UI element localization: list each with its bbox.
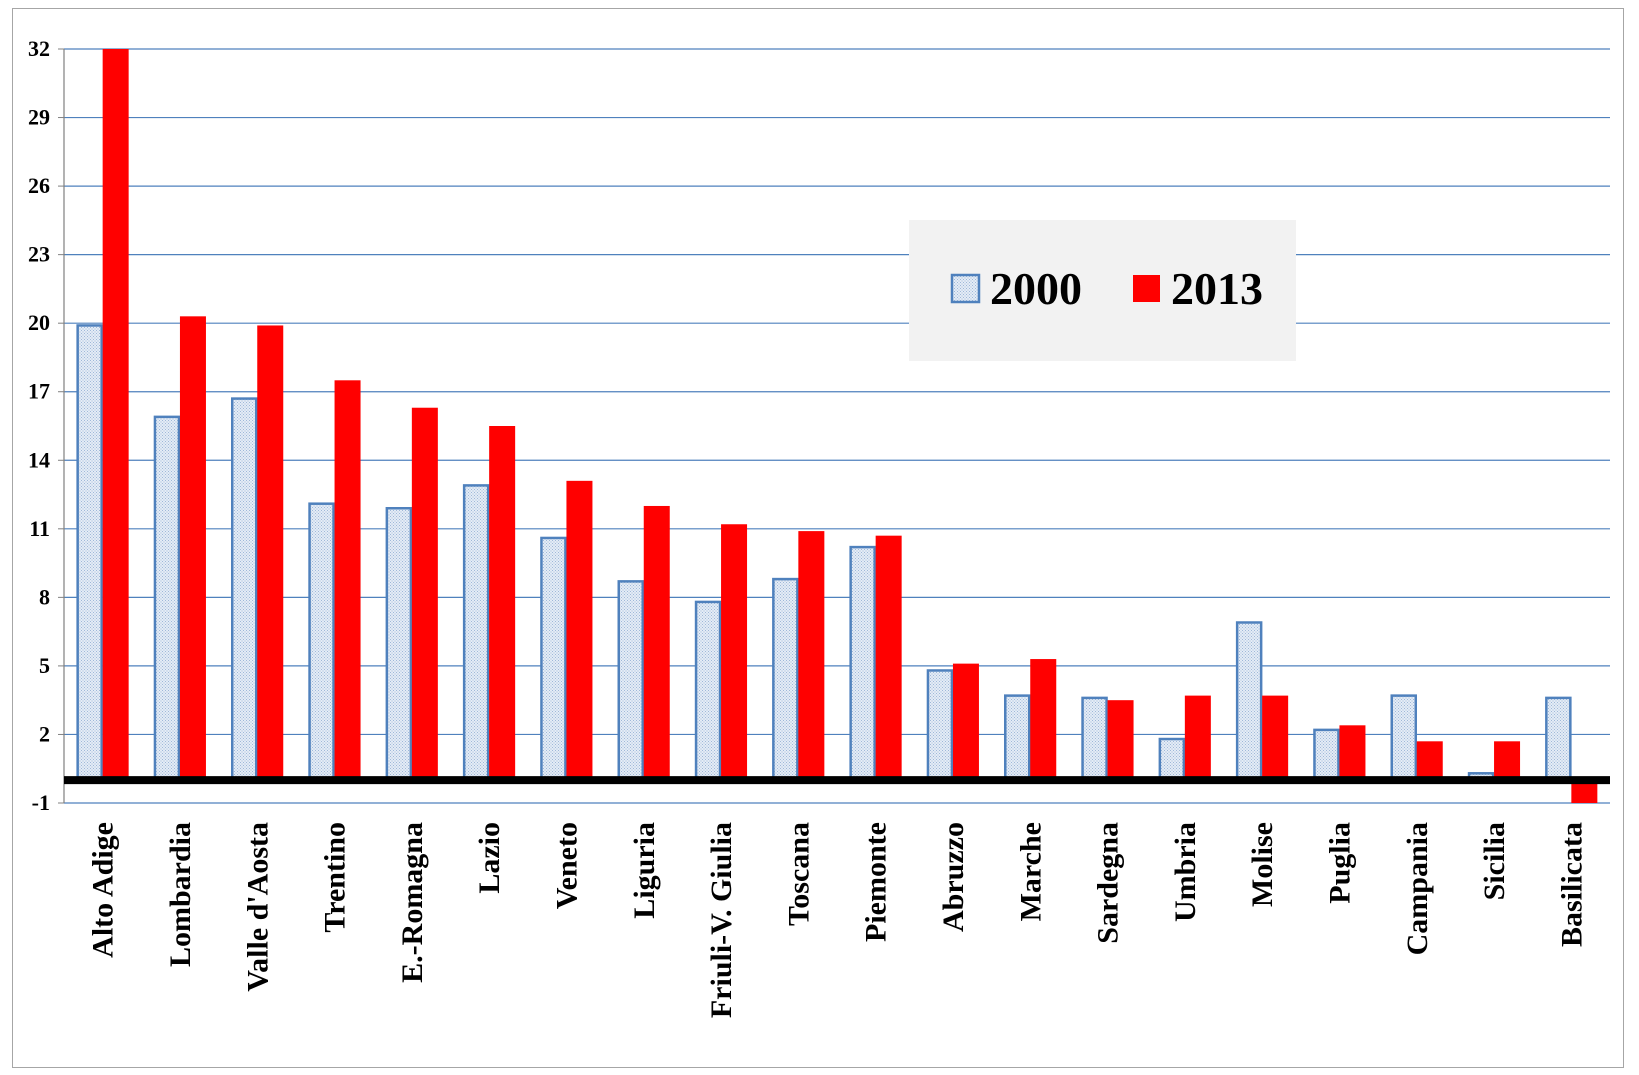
x-category-label: Puglia — [1323, 822, 1356, 904]
legend-swatch-2013 — [1133, 275, 1160, 302]
bar-2000-e-romagna — [385, 507, 413, 782]
x-category-label: Lazio — [473, 822, 506, 894]
bar-2013-marche — [1030, 659, 1057, 781]
bar-2013-molise — [1262, 695, 1289, 781]
y-tick-label: 26 — [28, 173, 50, 198]
bar-2000-piemonte — [849, 545, 876, 782]
bar-2013-campania — [1416, 741, 1443, 781]
x-category-label: Sicilia — [1478, 822, 1511, 900]
bar-2013-valle-d-aosta — [257, 325, 284, 781]
legend-swatch-2000 — [950, 273, 981, 304]
bar-2000-veneto — [540, 536, 567, 782]
bar-2013-basilicata — [1571, 780, 1598, 803]
bar-2000-abruzzo — [926, 669, 954, 782]
y-tick-label: 32 — [28, 36, 50, 61]
x-category-label: Basilicata — [1555, 822, 1588, 947]
bar-2013-lombardia — [179, 316, 206, 781]
bar-2013-puglia — [1339, 725, 1366, 781]
y-tick-label: 11 — [29, 516, 50, 541]
bar-2013-trentino — [334, 380, 361, 781]
y-tick-label: -1 — [32, 790, 50, 815]
x-category-label: Sardegna — [1092, 822, 1125, 944]
axes: -1 2 5 8 11 14 17 20 23 26 29 32 Alto Adige Lombardia… — [28, 36, 1610, 1018]
x-category-label: Valle d'Aosta — [241, 822, 274, 992]
y-tick-label: 29 — [28, 105, 50, 130]
x-category-label: Molise — [1246, 822, 1279, 907]
x-category-label: Marche — [1014, 822, 1047, 921]
y-tick-label: 8 — [39, 584, 50, 609]
bar-2000-toscana — [772, 577, 799, 782]
bars — [76, 49, 1598, 803]
bar-2013-liguria — [643, 505, 670, 781]
y-tick-label: 2 — [39, 721, 50, 746]
y-tick-label: 17 — [28, 379, 50, 404]
bar-2013-abruzzo — [952, 663, 979, 781]
bar-2013-sicilia — [1494, 741, 1521, 781]
bar-2000-puglia — [1313, 728, 1340, 782]
x-category-label: Trentino — [319, 822, 352, 933]
bar-2013-alto-adige — [102, 49, 129, 781]
bar-2000-campania — [1390, 694, 1417, 782]
x-category-label: Campania — [1401, 822, 1434, 955]
bar-2013-piemonte — [875, 535, 902, 781]
x-category-label: E.-Romagna — [396, 822, 429, 983]
x-category-label: Umbria — [1169, 822, 1202, 922]
bar-2000-trentino — [308, 502, 335, 782]
bar-2013-friuli-v-giulia — [721, 524, 748, 781]
bar-2000-molise — [1235, 621, 1263, 782]
y-tick-label: 14 — [28, 447, 50, 472]
legend: 2000 2013 — [909, 220, 1296, 361]
bar-2000-basilicata — [1545, 696, 1572, 782]
x-category-label: Piemonte — [860, 822, 893, 942]
bar-2013-umbria — [1184, 695, 1211, 781]
bar-2000-lazio — [462, 484, 490, 782]
x-category-label: Toscana — [782, 822, 815, 926]
bar-2000-lombardia — [153, 415, 181, 782]
x-category-label: Veneto — [550, 822, 583, 909]
bar-2013-e-romagna — [411, 407, 438, 781]
y-tick-label: 20 — [28, 310, 50, 335]
bar-2013-veneto — [566, 480, 593, 781]
bar-2000-marche — [1004, 694, 1031, 782]
x-category-label: Abruzzo — [937, 822, 970, 932]
legend-label-2000: 2000 — [990, 263, 1082, 314]
gridlines — [64, 48, 1610, 804]
bar-2000-alto-adige — [76, 324, 103, 782]
y-tick-label: 5 — [39, 653, 50, 678]
x-category-label: Friuli-V. Giulia — [705, 822, 738, 1018]
bar-2013-toscana — [798, 531, 825, 781]
bar-2013-lazio — [489, 426, 516, 781]
x-category-label: Alto Adige — [87, 822, 120, 958]
x-category-label: Liguria — [628, 822, 661, 919]
bar-2000-valle-d-aosta — [231, 397, 258, 782]
y-tick-label: 23 — [28, 242, 50, 267]
legend-label-2013: 2013 — [1171, 263, 1263, 314]
bar-2013-sardegna — [1107, 700, 1134, 781]
bar-2000-umbria — [1158, 737, 1186, 782]
bar-2000-friuli-v-giulia — [694, 600, 722, 782]
bar-2000-liguria — [617, 580, 644, 782]
bar-2000-sardegna — [1081, 696, 1108, 782]
x-category-label: Lombardia — [164, 822, 197, 967]
